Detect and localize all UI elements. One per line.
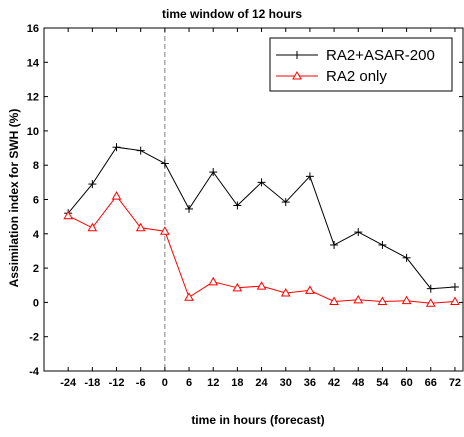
legend-label-2: RA2 only [326, 68, 387, 85]
chart-title: time window of 12 hours [162, 7, 302, 21]
y-tick-label: 8 [33, 160, 39, 172]
series-1-point [136, 146, 145, 155]
y-tick-label: 4 [33, 229, 40, 241]
y-tick-label: -2 [29, 332, 39, 344]
series-1-point [354, 228, 363, 237]
series-2 [63, 191, 460, 307]
legend: RA2+ASAR-200 RA2 only [269, 37, 453, 92]
series-1-point [185, 204, 194, 213]
x-tick-label: 30 [280, 377, 292, 389]
x-tick-label: 60 [400, 377, 412, 389]
y-tick-label: 6 [33, 195, 39, 207]
series-2-point [450, 296, 460, 306]
x-tick-label: -6 [136, 377, 146, 389]
x-tick-label: 54 [376, 377, 389, 389]
y-tick-label: 14 [27, 57, 40, 69]
series-2-point [135, 222, 146, 232]
x-tick-label: 18 [231, 377, 243, 389]
x-tick-label: 42 [328, 377, 340, 389]
y-tick-label: 2 [33, 263, 39, 275]
series-2-point [353, 294, 364, 304]
series-1-point [402, 253, 411, 262]
x-axis-ticks: -24 -18 -12 -6 0 6 12 18 24 30 36 42 48 54 60 66 72 [60, 28, 461, 389]
y-tick-label: -4 [29, 366, 40, 378]
y-tick-label: 16 [27, 23, 39, 35]
series-1-point [88, 180, 97, 189]
series-1-point [330, 240, 339, 249]
series-2-point [208, 276, 219, 286]
series-2-point [184, 292, 194, 301]
series-2-point [329, 296, 339, 306]
x-tick-label: 72 [449, 377, 461, 389]
series-1-point [257, 178, 266, 187]
series-2-point [401, 295, 412, 305]
series-1-point [160, 159, 169, 168]
y-axis-ticks: -4 -2 0 2 4 6 8 10 12 14 16 [27, 23, 463, 378]
series-2-point [87, 222, 98, 232]
series-1-point [426, 284, 435, 293]
series-1 [64, 143, 459, 293]
series-1-point [305, 172, 314, 181]
legend-entries: RA2+ASAR-200 RA2 only [276, 47, 435, 85]
y-tick-label: 0 [33, 297, 39, 309]
series-2-point [425, 298, 436, 307]
y-axis-label: Assimilation index for SWH (%) [7, 109, 21, 288]
x-tick-label: -12 [109, 377, 125, 389]
series-1-point [233, 201, 242, 210]
x-tick-label: 24 [255, 377, 268, 389]
series-2-point [280, 287, 291, 297]
x-tick-label: -24 [60, 377, 77, 389]
y-tick-label: 10 [27, 126, 39, 138]
series-2-point [256, 281, 267, 290]
y-tick-label: 12 [27, 92, 39, 104]
series-1-point [209, 168, 218, 177]
x-tick-label: 6 [186, 377, 192, 389]
x-tick-label: -18 [84, 377, 100, 389]
legend-label-1: RA2+ASAR-200 [326, 47, 435, 64]
series-2-point [305, 285, 315, 294]
x-tick-label: 66 [425, 377, 437, 389]
x-tick-label: 48 [352, 377, 364, 389]
series-1-point [281, 198, 290, 207]
legend-marker-2 [292, 70, 302, 80]
series-2-point [111, 191, 122, 200]
series-2-point [232, 282, 243, 292]
legend-box [269, 37, 453, 92]
series-2-point [63, 210, 74, 220]
x-axis-label: time in hours (forecast) [191, 413, 324, 427]
series-2-point [160, 226, 170, 235]
legend-marker-1 [293, 51, 301, 59]
x-tick-label: 36 [304, 377, 316, 389]
series-2-point [377, 296, 388, 306]
x-tick-label: 0 [162, 377, 168, 389]
x-tick-label: 12 [207, 377, 219, 389]
series-1-point [450, 282, 459, 291]
series-1-point [378, 240, 387, 249]
series-1-point [112, 143, 121, 152]
